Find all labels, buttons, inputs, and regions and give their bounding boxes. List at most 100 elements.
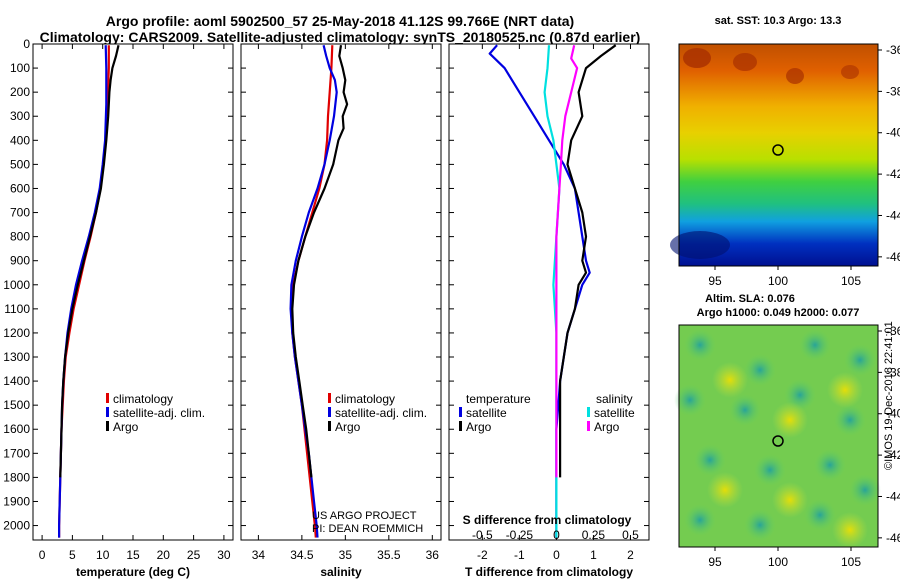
lat-tick-label: -38 <box>886 84 900 98</box>
s-difference-label: S difference from climatology <box>463 513 632 527</box>
depth-tick-label: 100 <box>10 61 30 75</box>
series-group <box>289 44 349 538</box>
depth-tick-label: 1000 <box>3 278 30 292</box>
x-tick-label: 25 <box>187 548 201 562</box>
x-tick-label: 36 <box>426 548 440 562</box>
sla-eddy <box>684 329 716 361</box>
sla-eddy <box>849 474 881 506</box>
series-line-Argo <box>59 44 120 478</box>
x-tick-label: 15 <box>126 548 140 562</box>
profile-panels: 0100200300400500600700800900100011001200… <box>3 37 650 579</box>
legend-label-satellite: satellite-adj. clim. <box>113 406 205 420</box>
depth-tick-label: 0 <box>23 37 30 51</box>
x-axis-label: T difference from climatology <box>465 565 633 579</box>
sla-high <box>707 472 743 508</box>
legend-swatch-argo <box>106 421 109 431</box>
x-tick-label: 35 <box>339 548 353 562</box>
series-line-salinity-Argo <box>555 44 579 478</box>
x-tick-label: 30 <box>217 548 231 562</box>
difference-legend: temperature satellite Argo salinity sate… <box>459 392 639 542</box>
sla-eddy <box>814 449 846 481</box>
x-tick-label: 2 <box>627 548 634 562</box>
depth-tick-label: 400 <box>10 133 30 147</box>
series-group <box>57 44 120 538</box>
sst-warm-patch <box>786 68 804 84</box>
depth-tick-label: 900 <box>10 254 30 268</box>
legend-label-sal-satellite: satellite <box>594 406 635 420</box>
argo-float-marker <box>772 144 784 156</box>
x-tick-label: -1 <box>514 548 525 562</box>
depth-tick-label: 1300 <box>3 350 30 364</box>
legend-label-sal-argo: Argo <box>594 420 620 434</box>
depth-tick-label: 1800 <box>3 470 30 484</box>
lat-tick-label: -44 <box>886 489 900 503</box>
sst-map-ticks: 95 100 105 -36 -38 -40 -42 -44 -46 <box>708 43 900 288</box>
sla-high <box>712 362 748 398</box>
depth-tick-label: 200 <box>10 85 30 99</box>
legend-label-argo: Argo <box>113 420 139 434</box>
legend-label-climatology: climatology <box>113 392 173 406</box>
s-tick-label: 0 <box>553 528 560 542</box>
lat-tick-label: -36 <box>886 324 900 338</box>
s-tick-label: 0.5 <box>622 528 639 542</box>
x-tick-label: 34 <box>252 548 266 562</box>
sla-eddy <box>804 499 836 531</box>
sla-eddy <box>729 394 761 426</box>
sst-warm-patch <box>683 48 711 68</box>
lon-tick-label: 95 <box>708 555 722 569</box>
panel-frame <box>32 43 234 541</box>
sst-map: sat. SST: 10.3 Argo: 13.3 95 100 105 -36 -38… <box>670 15 900 288</box>
lat-tick-label: -40 <box>886 126 900 140</box>
x-tick-label: -2 <box>477 548 488 562</box>
legend-label-satellite: satellite-adj. clim. <box>335 406 427 420</box>
depth-tick-label: 1400 <box>3 374 30 388</box>
depth-tick-label: 1200 <box>3 326 30 340</box>
depth-tick-label: 500 <box>10 157 30 171</box>
x-tick-label: 20 <box>157 548 171 562</box>
legend-heading-temperature: temperature <box>466 392 531 406</box>
x-tick-label: 10 <box>96 548 110 562</box>
imos-credit: ©IMOS 19-Dec-2018 22:41:01 <box>883 321 895 470</box>
lat-tick-label: -42 <box>886 448 900 462</box>
series-group <box>488 44 617 538</box>
sst-warm-patch <box>841 65 859 79</box>
x-tick-label: 35.5 <box>377 548 401 562</box>
legend-label-climatology: climatology <box>335 392 395 406</box>
legend-swatch-climatology <box>106 393 109 403</box>
legend-label-temp-argo: Argo <box>466 420 492 434</box>
sla-high <box>832 512 868 548</box>
legend-swatch-sal-satellite <box>587 407 590 417</box>
lon-tick-label: 105 <box>841 555 861 569</box>
x-tick-label: 5 <box>69 548 76 562</box>
profile-panel-difference-from-climatology: -2 -1 0 1 2 T difference from climatology <box>448 43 650 579</box>
sla-eddy <box>799 329 831 361</box>
depth-tick-label: 600 <box>10 181 30 195</box>
s-tick-label: -0.5 <box>472 528 493 542</box>
lat-tick-label: -42 <box>886 167 900 181</box>
depth-tick-label: 800 <box>10 230 30 244</box>
s-difference-ticks: -0.5 -0.25 0 0.25 0.5 <box>472 528 639 542</box>
legend-swatch-argo <box>328 421 331 431</box>
sla-eddy <box>834 404 866 436</box>
depth-tick-label: 700 <box>10 206 30 220</box>
lat-tick-label: -46 <box>886 531 900 545</box>
argo-float-marker <box>772 435 784 447</box>
figure-title-line2: Climatology: CARS2009. Satellite-adjuste… <box>40 29 641 45</box>
sla-map-title1: Altim. SLA: 0.076 <box>705 293 795 305</box>
sla-eddy <box>684 504 716 536</box>
depth-tick-label: 300 <box>10 109 30 123</box>
sla-eddies <box>674 329 881 548</box>
sst-warm-patch <box>733 53 757 71</box>
lat-tick-label: -40 <box>886 407 900 421</box>
salinity-legend: climatology satellite-adj. clim. Argo US… <box>312 392 427 535</box>
sla-eddy <box>754 454 786 486</box>
temperature-legend: climatology satellite-adj. clim. Argo <box>106 392 205 434</box>
sla-eddy <box>744 509 776 541</box>
profile-panel-temperature: 0100200300400500600700800900100011001200… <box>3 37 234 579</box>
sla-eddy <box>744 354 776 386</box>
lon-tick-label: 100 <box>768 274 788 288</box>
x-tick-label: 34.5 <box>290 548 314 562</box>
lat-tick-label: -46 <box>886 250 900 264</box>
series-line-temperature-Argo <box>558 44 617 478</box>
